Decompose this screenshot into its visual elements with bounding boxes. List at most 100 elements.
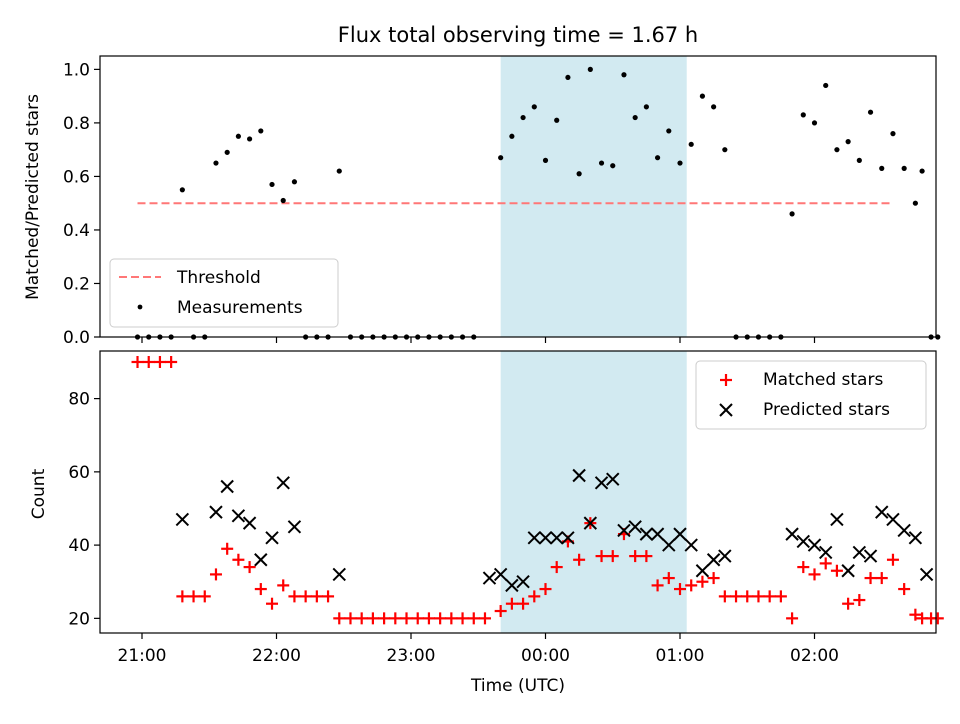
top-panel: 0.0 0.2 0.4 0.6 0.8 1.0 Matched/Predicted sta… <box>23 55 941 348</box>
measurement-point <box>834 147 840 153</box>
bottom-legend-box <box>695 360 927 430</box>
predicted-stars-point <box>516 575 530 589</box>
measurement-point <box>565 74 571 81</box>
matched-stars-point <box>931 612 944 625</box>
predicted-stars-point <box>617 523 631 538</box>
measurement-point <box>269 181 275 188</box>
matched-stars-point <box>909 608 922 621</box>
measurement-point <box>213 160 219 166</box>
legend-matched-swatch <box>720 374 732 386</box>
matched-stars-point <box>763 590 776 603</box>
matched-stars-point <box>310 590 323 603</box>
bottom-legend: Matched stars Predicted stars <box>695 360 927 430</box>
legend-predicted-swatch <box>719 403 733 417</box>
matched-stars-point <box>366 612 379 625</box>
matched-stars-point <box>640 550 653 563</box>
bottom-marks <box>131 355 944 625</box>
matched-stars-point <box>595 550 608 563</box>
matched-stars-point <box>254 583 267 596</box>
matched-stars-point <box>198 590 211 603</box>
predicted-stars-point <box>493 567 508 582</box>
legend-measurements-swatch <box>137 304 143 310</box>
legend-threshold-label: Threshold <box>176 268 261 288</box>
top-y-axis-label: Matched/Predicted stars <box>23 94 43 300</box>
measurement-point <box>677 160 683 166</box>
measurement-point <box>598 160 605 166</box>
measurement-point <box>235 133 241 139</box>
predicted-stars-point <box>209 505 223 519</box>
y-tick-label: 40 <box>68 536 90 556</box>
matched-stars-point <box>797 561 810 574</box>
matched-stars-point <box>842 597 855 610</box>
y-tick-label: 0.0 <box>63 328 90 348</box>
measurement-point <box>823 82 829 89</box>
bottom-axes-frame <box>99 350 937 634</box>
matched-stars-point <box>400 612 413 625</box>
predicted-stars-point <box>220 479 234 494</box>
predicted-stars-point <box>684 538 698 552</box>
measurement-point <box>280 197 286 204</box>
chart-title: Flux total observing time = 1.67 h <box>338 23 698 47</box>
matched-stars-point <box>886 553 899 566</box>
matched-stars-point <box>741 590 754 603</box>
predicted-stars-point <box>628 520 642 534</box>
matched-stars-point <box>752 590 765 603</box>
matched-stars-point <box>445 612 458 625</box>
measurement-point <box>890 131 896 137</box>
measurement-point <box>610 163 616 169</box>
y-tick-label: 0.2 <box>63 274 90 294</box>
measurement-point <box>666 128 672 134</box>
matched-stars-point <box>467 612 480 625</box>
matched-stars-point <box>662 572 675 585</box>
predicted-stars-point <box>276 476 290 490</box>
matched-stars-point <box>422 612 435 625</box>
measurement-point <box>554 117 560 123</box>
y-tick-label: 60 <box>68 463 90 483</box>
measurement-point <box>247 136 253 142</box>
x-tick-label: 21:00 <box>118 646 167 666</box>
predicted-stars-point <box>908 531 923 545</box>
matched-stars-point <box>299 590 312 603</box>
measurement-point <box>520 114 526 121</box>
top-y-ticks: 0.0 0.2 0.4 0.6 0.8 1.0 <box>63 60 100 348</box>
measurement-point <box>224 149 230 155</box>
x-tick-label: 23:00 <box>387 646 436 666</box>
top-legend: Threshold Measurements <box>109 258 339 328</box>
matched-stars-point <box>434 612 447 625</box>
y-tick-label: 1.0 <box>63 60 90 80</box>
predicted-stars-point <box>242 516 257 530</box>
matched-stars-point <box>573 553 586 566</box>
measurement-point <box>632 114 638 121</box>
predicted-stars-point <box>606 472 620 486</box>
predicted-stars-point <box>852 545 867 560</box>
predicted-stars-point <box>706 553 721 567</box>
matched-stars-point <box>786 612 799 625</box>
measurement-point <box>722 147 728 153</box>
measurement-point <box>811 120 818 126</box>
matched-stars-point <box>774 590 787 603</box>
matched-stars-point <box>355 612 368 625</box>
measurement-point <box>845 139 851 145</box>
x-tick-label: 01:00 <box>656 646 705 666</box>
predicted-stars-point <box>482 571 497 585</box>
predicted-stars-point <box>265 531 279 545</box>
matched-stars-point <box>378 612 391 625</box>
matched-stars-point <box>456 612 469 625</box>
predicted-stars-point <box>583 516 598 530</box>
x-tick-label: 02:00 <box>790 646 839 666</box>
matched-stars-point <box>153 355 166 368</box>
measurement-point <box>258 128 264 134</box>
matched-stars-point <box>819 557 832 570</box>
measurement-point <box>800 112 806 118</box>
top-marks <box>134 66 941 340</box>
matched-stars-point <box>232 553 245 566</box>
measurement-point <box>621 72 627 78</box>
matched-stars-point <box>505 597 518 610</box>
predicted-stars-point <box>807 538 822 552</box>
matched-stars-point <box>808 568 821 581</box>
matched-stars-point <box>707 572 720 585</box>
measurement-point <box>643 104 649 110</box>
top-legend-box <box>109 258 339 328</box>
measurement-point <box>587 66 593 72</box>
